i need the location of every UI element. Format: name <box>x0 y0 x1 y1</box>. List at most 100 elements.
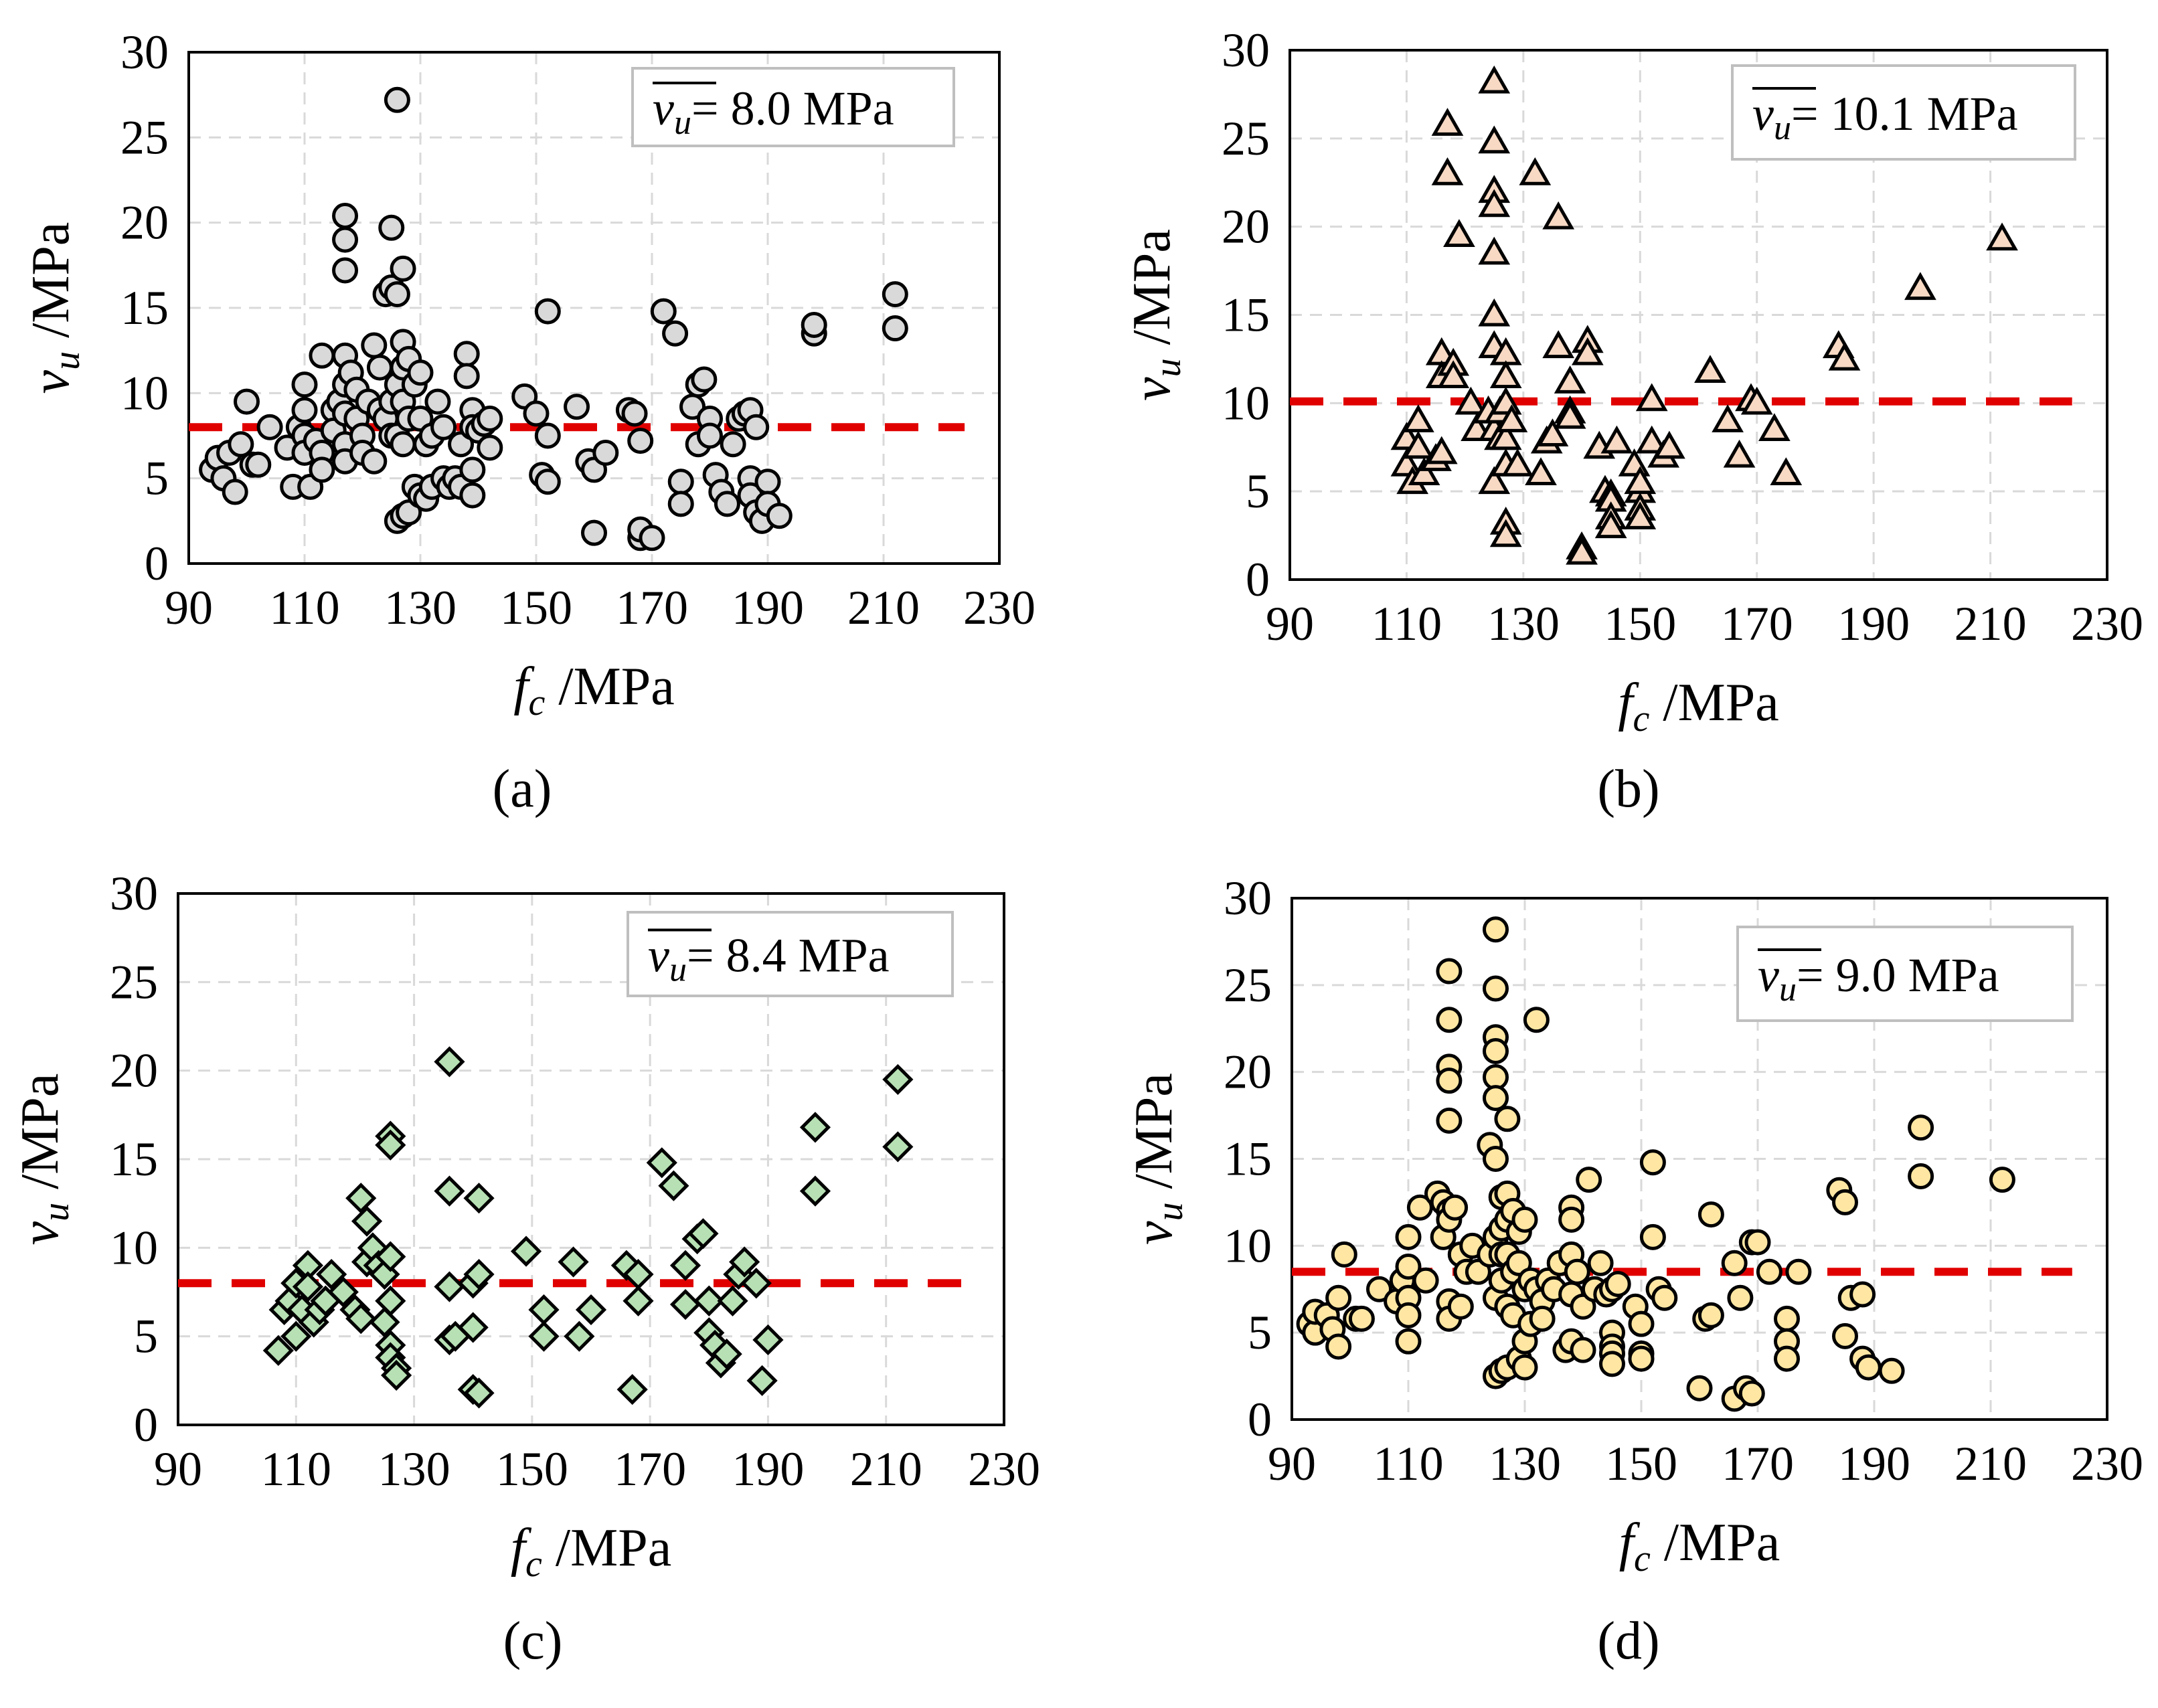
data-point <box>882 281 908 308</box>
y-tick-label: 0 <box>145 537 169 590</box>
data-point <box>1402 430 1434 459</box>
data-point <box>575 1294 607 1326</box>
data-point <box>477 434 503 461</box>
mean-annotation-box <box>1731 64 2076 161</box>
y-axis-label: vu /MPa <box>11 1074 77 1246</box>
x-tick-label: 90 <box>154 1442 202 1496</box>
data-point <box>1525 457 1557 485</box>
data-point <box>1639 1149 1666 1176</box>
x-tick-label: 110 <box>261 1442 331 1496</box>
data-point <box>1478 466 1511 495</box>
data-point <box>1624 466 1657 495</box>
data-point <box>390 255 416 282</box>
data-point <box>1599 1351 1625 1377</box>
data-point <box>1600 425 1633 454</box>
y-tick-label: 30 <box>110 867 158 920</box>
data-point <box>1408 457 1440 485</box>
plot-frame <box>177 892 1005 1426</box>
data-point <box>1366 1276 1392 1302</box>
data-point <box>1628 1310 1655 1337</box>
data-point <box>510 1235 542 1267</box>
data-point <box>528 1294 560 1326</box>
data-point <box>1570 1293 1596 1320</box>
data-point <box>799 1175 831 1207</box>
data-point <box>292 1271 323 1302</box>
y-tick-label: 25 <box>120 110 169 164</box>
data-point <box>316 1258 347 1290</box>
data-point <box>351 1205 383 1237</box>
y-tick-label: 5 <box>1246 464 1270 518</box>
data-point <box>424 388 451 415</box>
panel-c: 90 110 130 150 170 190 210 230 0 5 10 15 20 25 30 fc /M… <box>11 867 1040 1671</box>
data-point <box>1442 1194 1469 1221</box>
y-axis-label: vu /MPa <box>21 222 88 394</box>
x-tick-label: 230 <box>963 581 1035 634</box>
y-tick-label: 20 <box>1224 1045 1272 1099</box>
x-tick-label: 210 <box>1955 597 2027 651</box>
x-axis-label: fc /MPa <box>1618 673 1778 740</box>
data-point <box>327 1276 359 1308</box>
data-point <box>1519 157 1552 185</box>
data-point <box>697 422 723 449</box>
y-tick-label: 10 <box>120 366 169 420</box>
data-point <box>1878 1357 1905 1384</box>
mean-annotation-box <box>631 67 955 147</box>
data-point <box>262 1335 294 1366</box>
data-point <box>1756 1258 1782 1285</box>
data-point <box>534 298 561 325</box>
data-point <box>1770 457 1803 485</box>
data-point <box>1437 360 1470 388</box>
mean-annotation-box <box>1736 926 2074 1022</box>
data-point <box>1395 1253 1422 1280</box>
data-point <box>1478 298 1511 327</box>
data-point <box>1395 1302 1422 1329</box>
data-point <box>754 468 781 495</box>
data-point <box>1774 1345 1800 1372</box>
data-point <box>1738 1380 1765 1407</box>
data-point <box>291 371 318 398</box>
x-tick-label: 190 <box>732 581 804 634</box>
data-point <box>616 1373 648 1405</box>
data-point <box>332 257 359 284</box>
data-point <box>228 431 254 458</box>
y-tick-label: 15 <box>110 1132 158 1186</box>
mean-annotation-text: vu= 9.0 MPa <box>1758 948 1999 1009</box>
y-tick-label: 10 <box>1222 376 1270 430</box>
data-point <box>1455 386 1487 415</box>
data-point <box>669 1250 701 1281</box>
data-point <box>1554 365 1586 394</box>
y-tick-label: 15 <box>1222 288 1270 342</box>
x-tick-label: 230 <box>2071 597 2143 651</box>
data-point <box>1908 1163 1934 1189</box>
panel-label-b: (b) <box>1597 760 1659 819</box>
data-point <box>407 359 434 386</box>
x-tick-label: 210 <box>850 1442 922 1496</box>
data-point <box>534 468 561 495</box>
mean-annotation-text: vu= 8.0 MPa <box>653 82 894 142</box>
data-point <box>1587 1250 1614 1276</box>
data-point <box>1571 337 1604 365</box>
data-point <box>1348 1305 1375 1332</box>
panel-d: 90 110 130 150 170 190 210 230 0 5 10 15 20 25 30 fc /M… <box>1125 871 2143 1671</box>
data-point <box>669 1288 701 1320</box>
data-point <box>693 1285 725 1316</box>
data-point <box>434 1175 465 1207</box>
data-point <box>234 388 260 415</box>
data-point <box>309 456 335 483</box>
x-tick-label: 170 <box>1721 597 1793 651</box>
data-point <box>1542 330 1575 359</box>
data-point <box>592 439 619 466</box>
x-tick-label: 230 <box>2071 1437 2143 1490</box>
x-tick-label: 210 <box>1955 1437 2027 1490</box>
data-point <box>1989 1167 2015 1193</box>
data-point <box>463 1183 495 1214</box>
x-tick-label: 190 <box>1837 597 1910 651</box>
data-point <box>1554 400 1586 429</box>
x-tick-label: 150 <box>496 1442 568 1496</box>
y-tick-label: 25 <box>110 955 158 1009</box>
x-axis-label: fc /MPa <box>1619 1513 1780 1579</box>
y-axis-label: vu /MPa <box>1123 229 1189 401</box>
y-tick-label: 0 <box>1248 1393 1272 1446</box>
data-point <box>1483 975 1509 1002</box>
data-point <box>1483 1038 1509 1065</box>
